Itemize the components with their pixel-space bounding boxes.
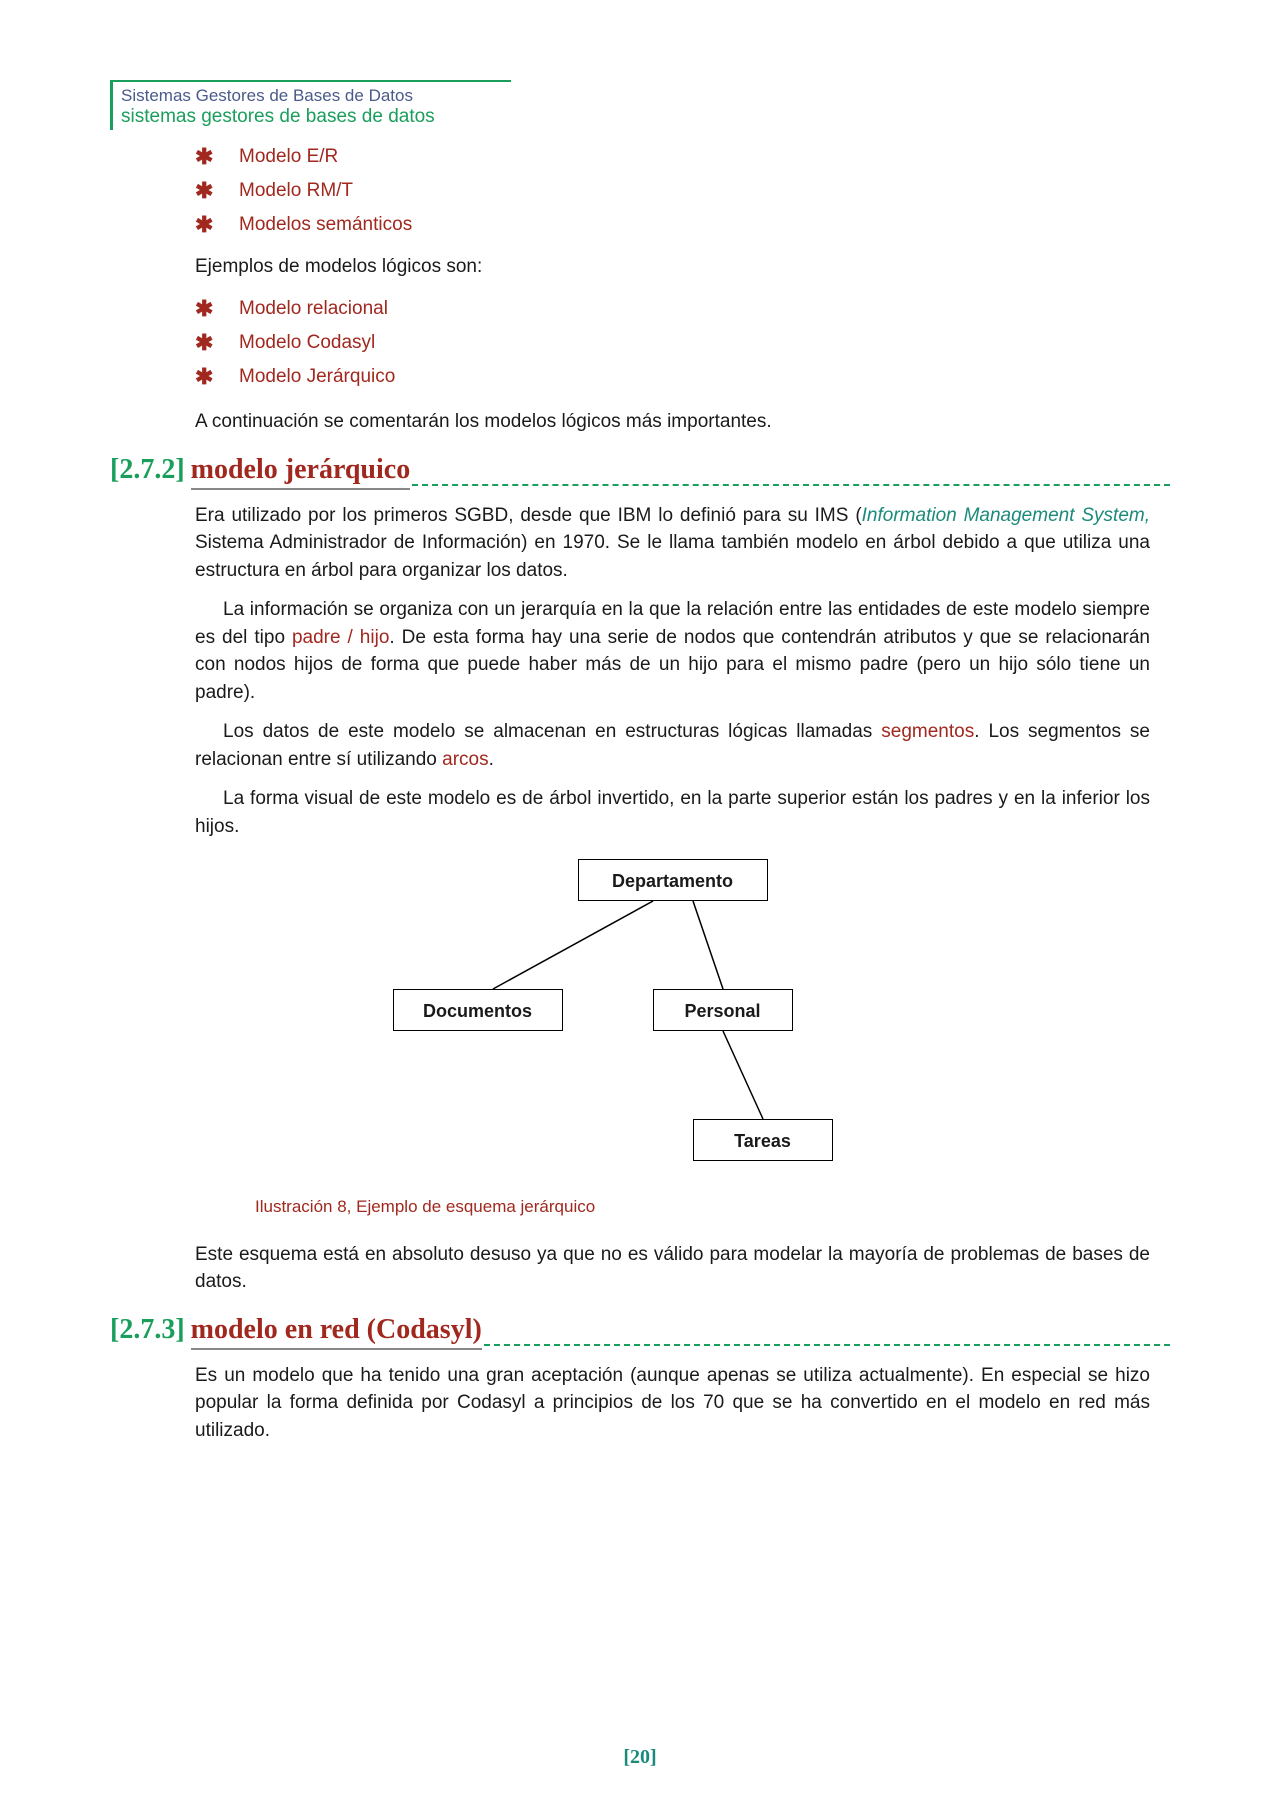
closing-text: A continuación se comentarán los modelos… xyxy=(195,408,1150,436)
paragraph: La forma visual de este modelo es de árb… xyxy=(195,785,1150,840)
text-run: Era utilizado por los primeros SGBD, des… xyxy=(195,505,862,526)
section-title: modelo jerárquico xyxy=(191,454,411,490)
asterisk-icon: ✱ xyxy=(195,178,239,204)
list-item: ✱Modelos semánticos xyxy=(195,212,1150,238)
bullet-label: Modelo Jerárquico xyxy=(239,366,395,388)
header-title: Sistemas Gestores de Bases de Datos xyxy=(121,86,501,106)
asterisk-icon: ✱ xyxy=(195,144,239,170)
section-heading-272: [2.7.2] modelo jerárquico xyxy=(110,454,1170,490)
tree-node-departamento: Departamento xyxy=(578,859,768,901)
heading-rule xyxy=(412,483,1170,486)
text-run: Los datos de este modelo se almacenan en… xyxy=(223,721,881,742)
figure-caption: Ilustración 8, Ejemplo de esquema jerárq… xyxy=(255,1197,1150,1217)
highlighted-term: padre / hijo xyxy=(292,627,389,648)
heading-rule xyxy=(484,1343,1170,1346)
bullet-label: Modelo RM/T xyxy=(239,180,353,202)
tree-node-personal: Personal xyxy=(653,989,793,1031)
asterisk-icon: ✱ xyxy=(195,212,239,238)
italic-term: Information Management System, xyxy=(862,505,1150,526)
section-number: [2.7.3] xyxy=(110,1314,185,1346)
text-run: La forma visual de este modelo es de árb… xyxy=(195,788,1150,837)
header-subtitle: sistemas gestores de bases de datos xyxy=(121,106,501,128)
list-item: ✱Modelo Jerárquico xyxy=(195,364,1150,390)
paragraph: Era utilizado por los primeros SGBD, des… xyxy=(195,502,1150,585)
intro-text: Ejemplos de modelos lógicos son: xyxy=(195,256,1150,278)
paragraph: La información se organiza con un jerarq… xyxy=(195,596,1150,706)
logical-models-list: ✱Modelo relacional ✱Modelo Codasyl ✱Mode… xyxy=(195,296,1150,390)
asterisk-icon: ✱ xyxy=(195,330,239,356)
conceptual-models-list: ✱Modelo E/R ✱Modelo RM/T ✱Modelos semánt… xyxy=(195,144,1150,238)
text-run: Sistema Administrador de Información) en… xyxy=(195,532,1150,581)
tree-node-documentos: Documentos xyxy=(393,989,563,1031)
bullet-label: Modelo relacional xyxy=(239,298,388,320)
tree-node-tareas: Tareas xyxy=(693,1119,833,1161)
asterisk-icon: ✱ xyxy=(195,364,239,390)
bullet-label: Modelo E/R xyxy=(239,146,338,168)
paragraph: Es un modelo que ha tenido una gran acep… xyxy=(195,1362,1150,1445)
hierarchical-tree-diagram: Departamento Documentos Personal Tareas xyxy=(393,859,953,1179)
text-run: . xyxy=(489,749,494,770)
section-title: modelo en red (Codasyl) xyxy=(191,1314,482,1350)
bullet-label: Modelo Codasyl xyxy=(239,332,375,354)
section-heading-273: [2.7.3] modelo en red (Codasyl) xyxy=(110,1314,1170,1350)
list-item: ✱Modelo E/R xyxy=(195,144,1150,170)
paragraph: Este esquema está en absoluto desuso ya … xyxy=(195,1241,1150,1296)
highlighted-term: arcos xyxy=(442,749,488,770)
page-header: Sistemas Gestores de Bases de Datos sist… xyxy=(110,80,511,130)
section-number: [2.7.2] xyxy=(110,454,185,486)
list-item: ✱Modelo Codasyl xyxy=(195,330,1150,356)
list-item: ✱Modelo RM/T xyxy=(195,178,1150,204)
list-item: ✱Modelo relacional xyxy=(195,296,1150,322)
paragraph: Los datos de este modelo se almacenan en… xyxy=(195,718,1150,773)
highlighted-term: segmentos xyxy=(881,721,974,742)
asterisk-icon: ✱ xyxy=(195,296,239,322)
bullet-label: Modelos semánticos xyxy=(239,214,412,236)
page-number: [20] xyxy=(0,1746,1280,1769)
